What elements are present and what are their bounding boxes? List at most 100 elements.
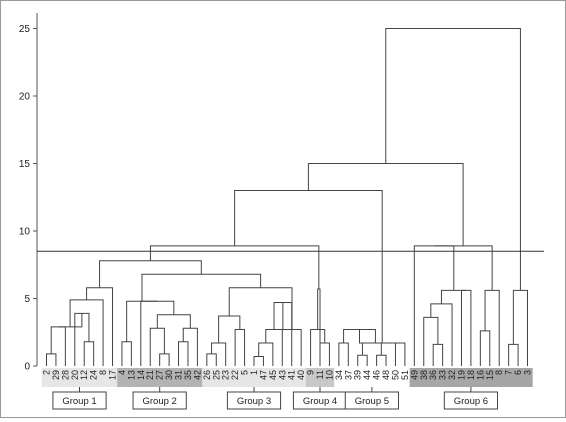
dendrogram-link: [159, 353, 170, 366]
leaf-band: [475, 368, 486, 387]
dendrogram-link: [50, 326, 66, 366]
leaf-band: [79, 368, 90, 387]
leaf-band: [353, 368, 363, 387]
group-label: Group 5: [355, 396, 389, 407]
leaf-labels: 2 29 28 20 12 24 8 17 4 13 14 21 27 30 31 35 42 26 25 23 22 5…: [42, 370, 533, 380]
leaf-band: [202, 368, 213, 387]
leaf-band: [324, 368, 335, 387]
leaf-label: 5: [240, 370, 250, 375]
leaf-band: [287, 368, 297, 387]
leaf-label: 18: [466, 370, 476, 380]
leaf-band: [522, 368, 533, 387]
dendrogram-link: [234, 329, 246, 366]
y-tick-label: 25: [19, 24, 31, 35]
leaf-band: [145, 368, 156, 387]
leaf-label: 28: [60, 370, 70, 380]
leaf-band: [117, 368, 128, 387]
leaf-label: 29: [51, 370, 61, 380]
leaf-label: 45: [268, 370, 278, 380]
leaf-label: 6: [513, 370, 523, 375]
dendrogram-links: [46, 28, 528, 366]
leaf-band: [126, 368, 137, 387]
dendrogram-link: [149, 245, 320, 290]
leaf-band: [503, 368, 514, 387]
leaf-label: 11: [315, 370, 325, 379]
leaf-label: 47: [258, 370, 268, 380]
dendrogram-link: [307, 163, 464, 246]
leaf-label: 16: [475, 370, 485, 380]
leaf-label: 19: [456, 370, 466, 380]
dendrogram-link: [338, 342, 349, 366]
leaf-band: [456, 368, 467, 387]
leaf-band: [268, 368, 279, 387]
leaf-band: [428, 368, 439, 387]
dendrogram-link: [430, 303, 453, 366]
leaf-label: 49: [409, 370, 419, 380]
dendrogram-link: [58, 313, 83, 328]
y-tick-label: 10: [19, 227, 31, 238]
group-labels: Group 1 Group 2 Group 3 Group 4 Group 5 Group…: [52, 387, 499, 410]
leaf-label: 24: [89, 370, 99, 380]
leaf-label: 26: [202, 370, 212, 380]
leaf-label: 17: [108, 370, 118, 380]
leaf-label: 8: [494, 370, 504, 375]
dendrogram-link: [460, 289, 472, 366]
leaf-band: [315, 368, 326, 387]
leaf-band: [334, 368, 345, 387]
leaf-label: 22: [230, 370, 240, 380]
leaf-band: [211, 368, 222, 387]
leaf-band: [258, 368, 269, 387]
leaf-band: [51, 368, 62, 387]
leaf-band: [192, 368, 203, 387]
group-label: Group 1: [62, 396, 96, 407]
dendrogram-link: [310, 329, 326, 366]
leaf-band: [220, 368, 231, 387]
leaf-label: 38: [419, 370, 429, 380]
dendrogram-link: [234, 190, 383, 344]
group-label: Group 2: [143, 396, 177, 407]
group-box: [132, 391, 187, 410]
leaf-band: [107, 368, 118, 387]
leaf-label: 48: [381, 370, 391, 380]
y-tick-label: 5: [24, 294, 30, 305]
leaf-band: [136, 368, 147, 387]
leaf-band: [239, 368, 250, 387]
leaf-label: 27: [155, 370, 165, 380]
group-label: Group 6: [454, 396, 488, 407]
leaf-label: 23: [221, 370, 231, 380]
leaf-band: [230, 368, 241, 387]
leaf-band: [154, 368, 165, 387]
dendrogram-link: [126, 300, 158, 342]
leaf-label: 51: [400, 370, 410, 380]
leaf-label: 42: [192, 370, 202, 380]
group-box: [344, 391, 399, 410]
dendrogram-link: [508, 343, 519, 366]
leaf-band: [88, 368, 99, 387]
leaf-label: 32: [447, 370, 457, 380]
leaf-band: [41, 368, 52, 387]
dendrogram-link: [83, 341, 95, 366]
leaf-label: 8: [98, 370, 108, 375]
leaf-band: [362, 368, 373, 387]
leaf-label: 50: [390, 370, 400, 380]
leaf-label: 33: [438, 370, 448, 380]
dendrogram-link: [156, 314, 191, 329]
dendrogram-link: [46, 353, 57, 366]
leaf-label: 46: [372, 370, 382, 380]
dendrogram-link: [206, 353, 217, 366]
y-tick-label: 15: [19, 159, 31, 170]
group-box: [52, 391, 107, 410]
dendrogram-link: [211, 342, 227, 366]
leaf-band: [485, 368, 495, 387]
leaf-band: [249, 368, 260, 387]
dendrogram-link: [149, 327, 165, 366]
dendrogram-link: [140, 300, 175, 366]
group-label: Group 4: [303, 396, 337, 407]
leaf-band: [513, 368, 524, 387]
leaf-label: 1: [249, 370, 259, 375]
dendrogram-link: [317, 288, 321, 366]
dendrogram-link: [440, 289, 467, 304]
leaf-band: [419, 368, 429, 387]
leaf-band: [381, 368, 392, 387]
